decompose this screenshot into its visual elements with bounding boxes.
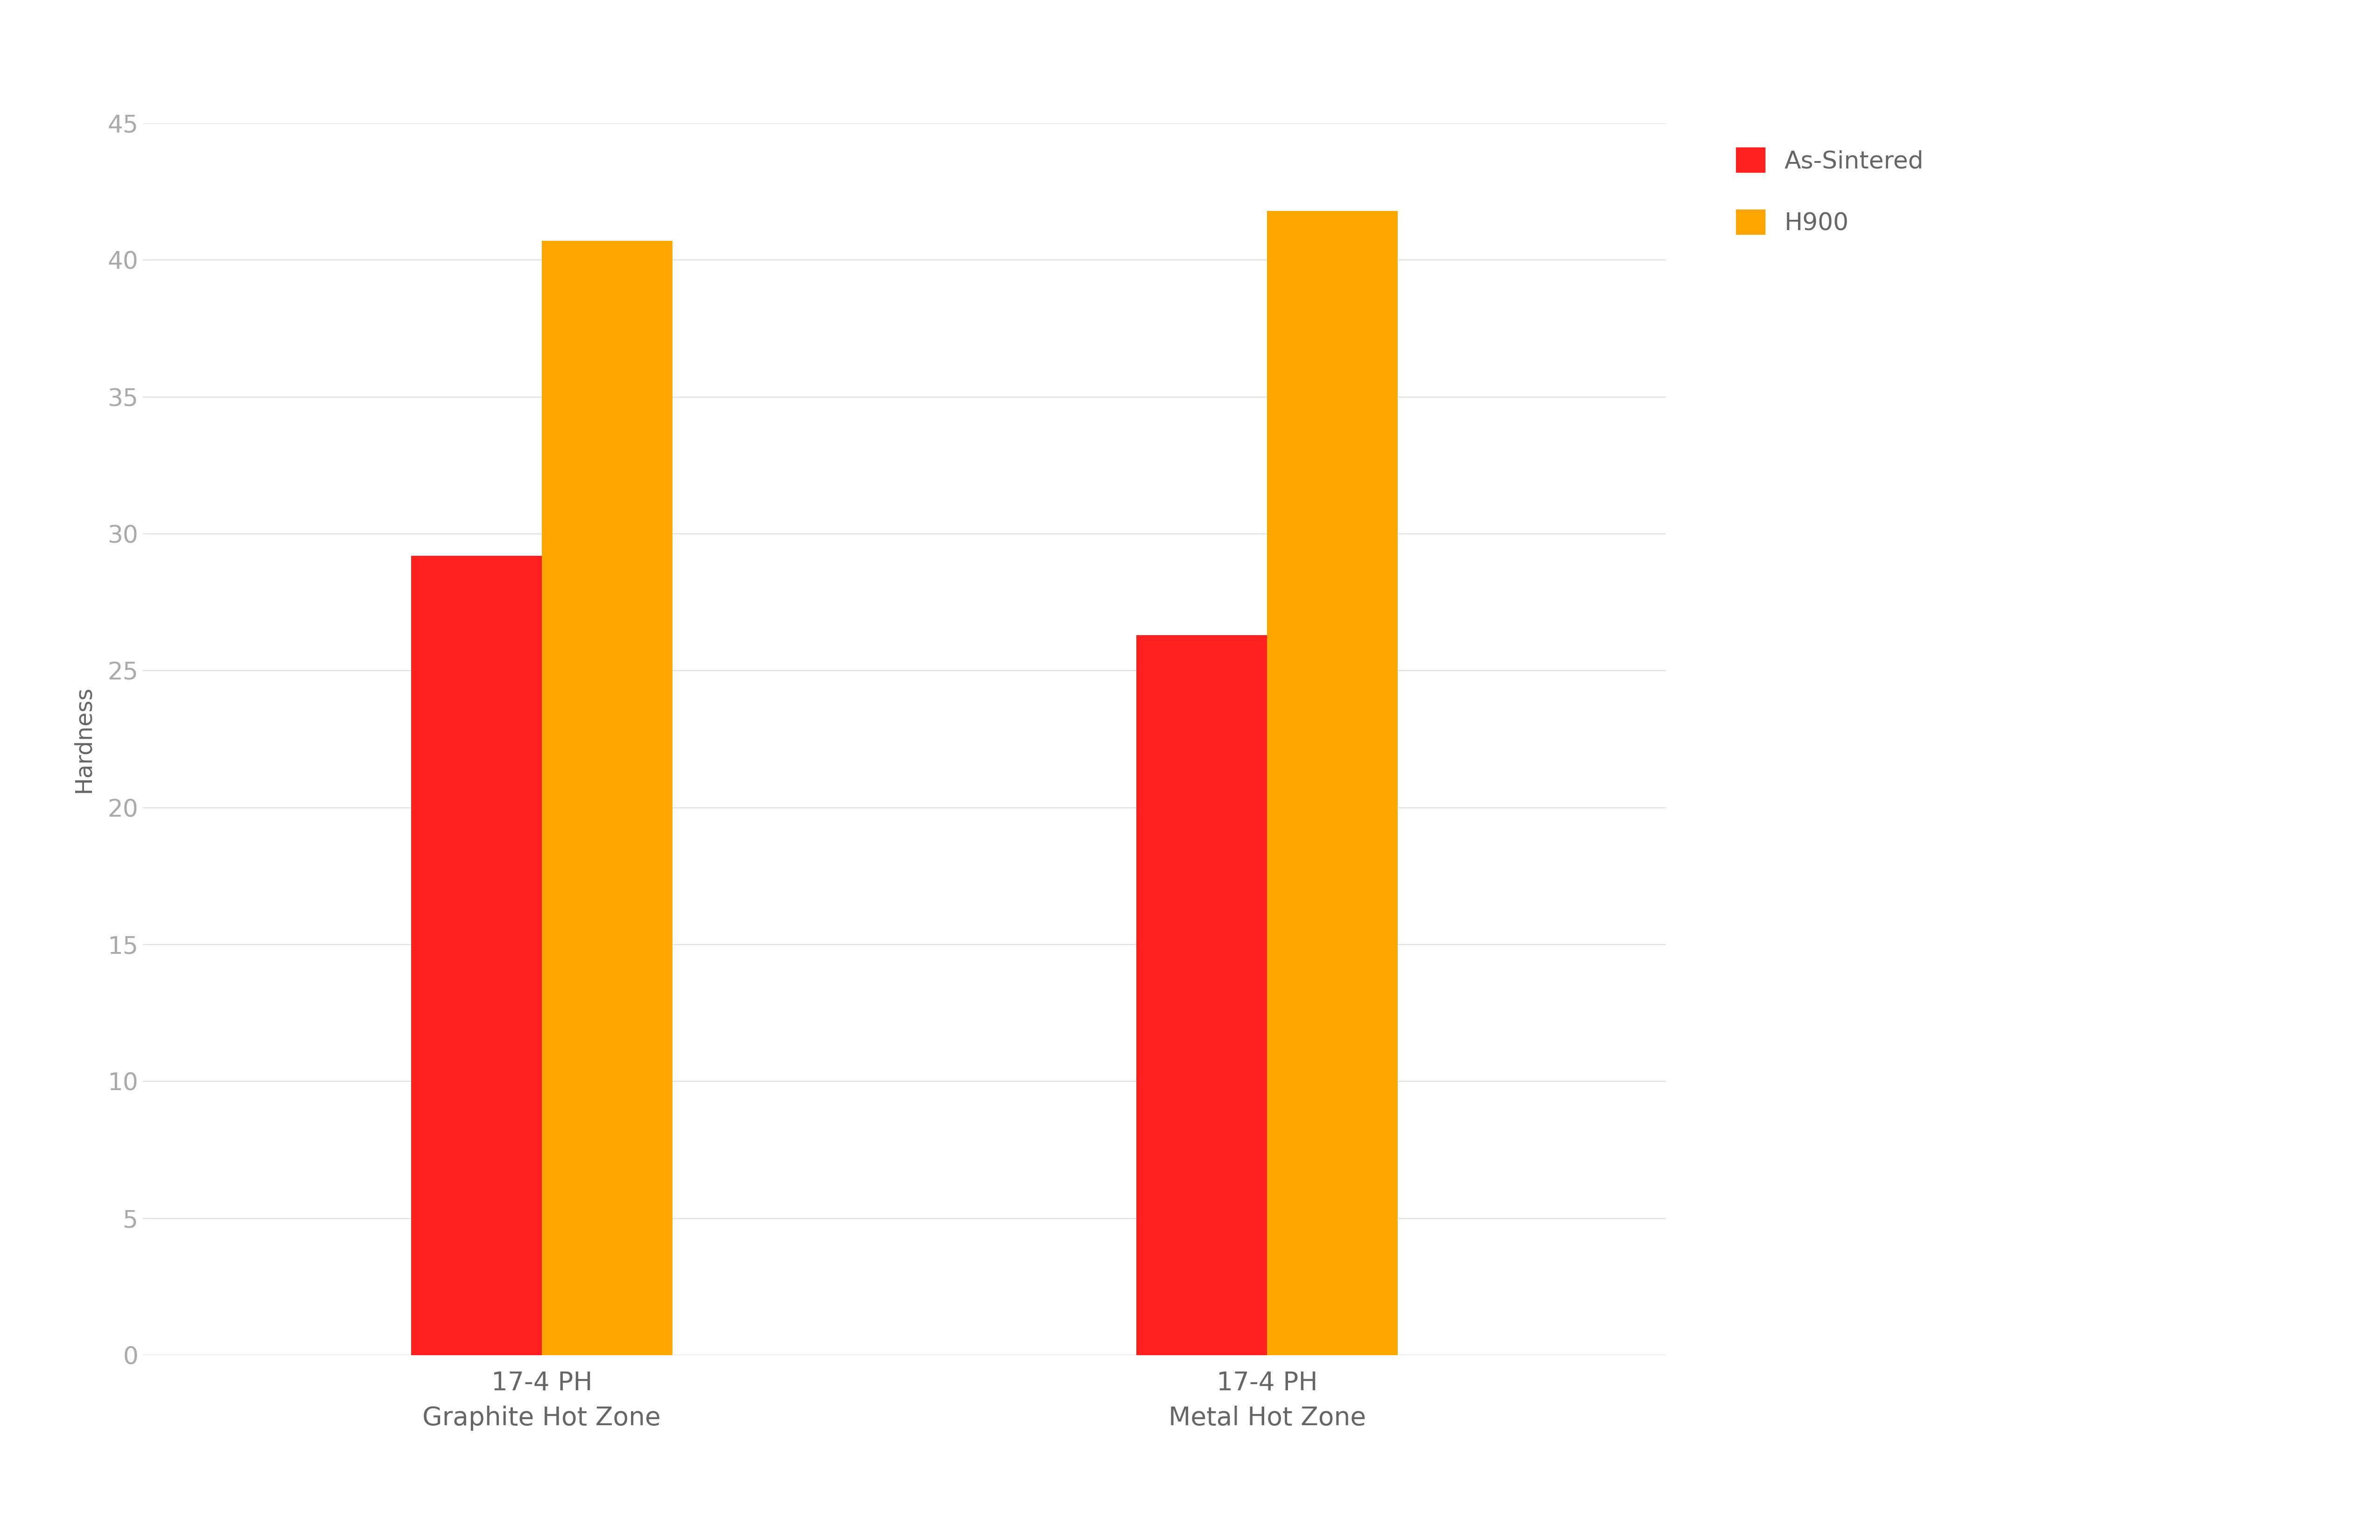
Bar [1266,211,1397,1355]
Y-axis label: Hardness: Hardness [71,685,95,793]
Bar [412,556,543,1355]
Bar [543,240,671,1355]
Legend: As-Sintered, H900: As-Sintered, H900 [1723,136,1935,248]
Bar [1138,634,1266,1355]
